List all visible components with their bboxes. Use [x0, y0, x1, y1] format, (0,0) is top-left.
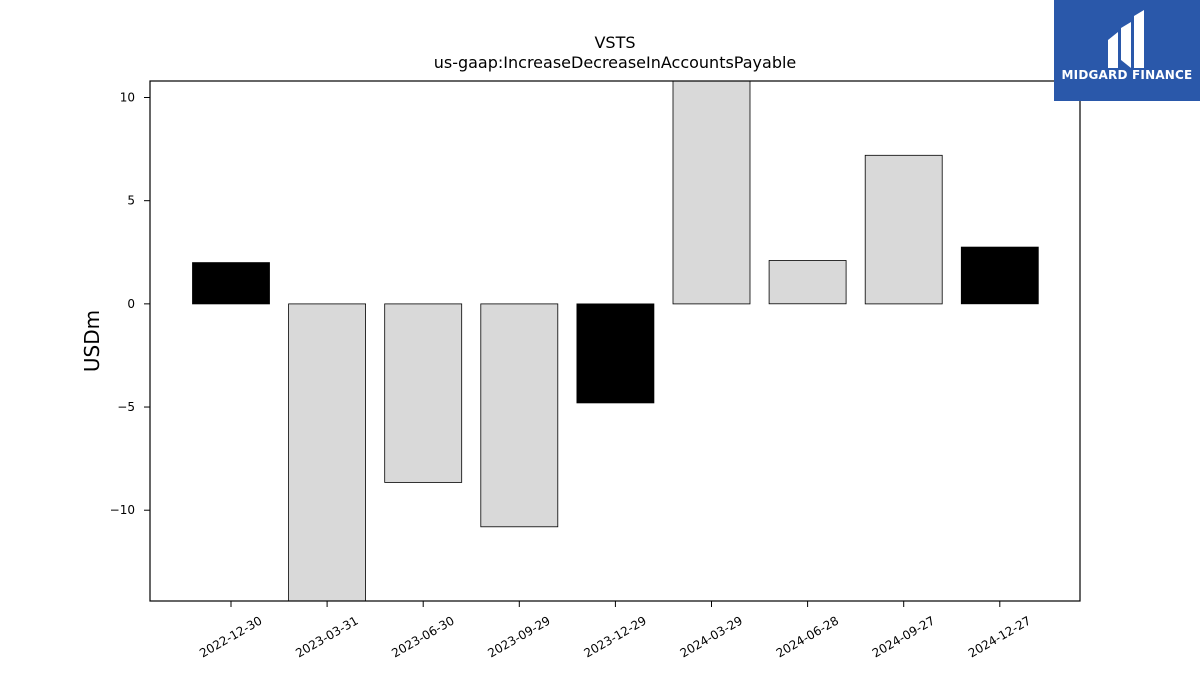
x-tick-label: 2023-12-29: [581, 613, 648, 660]
plot-frame: [149, 80, 1081, 602]
y-axis-ticks: 10 5 0 −5 −10: [110, 91, 150, 517]
bar-2023-12-29: [576, 303, 655, 404]
y-tick-label: 5: [127, 194, 135, 208]
y-tick-label: −5: [117, 400, 135, 414]
y-tick-label: 0: [127, 297, 135, 311]
midgard-logo-icon: [1108, 10, 1144, 68]
bar-2022-12-30: [192, 262, 270, 305]
x-tick-label: 2023-03-31: [293, 613, 360, 660]
y-axis-label: USDm: [80, 310, 104, 372]
bar-2023-06-30: [384, 303, 463, 483]
brand-logo-text: MIDGARD FINANCE: [1061, 68, 1193, 82]
bar-2023-09-29: [480, 303, 559, 528]
bar-2024-03-29: [672, 80, 751, 305]
bar-2023-03-31: [288, 303, 367, 602]
y-tick-label: −10: [110, 503, 135, 517]
brand-logo: MIDGARD FINANCE: [1054, 0, 1200, 101]
y-tick-label: 10: [120, 91, 135, 105]
x-tick-label: 2024-06-28: [774, 613, 841, 660]
x-tick-label: 2022-12-30: [197, 613, 264, 660]
bar-2024-06-28: [768, 260, 847, 305]
chart-subtitle: us-gaap:IncreaseDecreaseInAccountsPayabl…: [434, 53, 797, 72]
bars-group: [192, 80, 1039, 602]
x-axis-ticks: 2022-12-30 2023-03-31 2023-06-30 2023-09-29…: [197, 601, 1033, 660]
x-tick-label: 2024-12-27: [966, 613, 1033, 660]
x-tick-label: 2024-03-29: [678, 613, 745, 660]
x-tick-label: 2023-06-30: [389, 613, 456, 660]
bar-2024-09-27: [864, 154, 943, 305]
bar-2024-12-27: [960, 246, 1039, 305]
chart-title: VSTS: [594, 33, 635, 52]
x-tick-label: 2024-09-27: [870, 613, 937, 660]
x-tick-label: 2023-09-29: [485, 613, 552, 660]
